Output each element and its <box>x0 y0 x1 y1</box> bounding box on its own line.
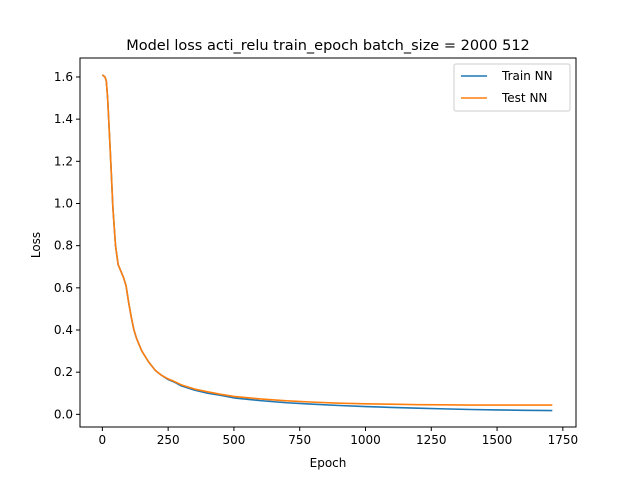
y-tick-label: 0.8 <box>54 239 73 253</box>
x-tick-label: 250 <box>157 433 180 447</box>
x-tick-label: 1750 <box>548 433 579 447</box>
legend-label: Test NN <box>501 91 547 105</box>
legend-label: Train NN <box>501 69 553 83</box>
axes-frame <box>79 57 577 428</box>
series-line-test-nn <box>101 74 553 406</box>
legend: Train NN Test NN <box>453 63 571 112</box>
x-tick-label: 500 <box>222 433 245 447</box>
x-tick-label: 0 <box>99 433 107 447</box>
x-axis-title: Epoch <box>310 456 347 470</box>
x-tick-label: 1250 <box>416 433 447 447</box>
y-tick-label: 1.2 <box>54 154 73 168</box>
axis-ticks: 0 250 500 750 1000 1250 1500 1750 0.0 0.2 0.4 0.6 0.… <box>54 70 578 447</box>
y-tick-label: 0.4 <box>54 323 73 337</box>
series-line-train-nn <box>101 74 553 412</box>
chart-title: Model loss acti_relu train_epoch batch_s… <box>126 38 530 54</box>
y-tick-label: 0.0 <box>54 407 73 421</box>
x-tick-label: 1000 <box>350 433 381 447</box>
y-axis-title: Loss <box>29 232 43 258</box>
y-tick-label: 1.4 <box>54 112 73 126</box>
y-tick-label: 0.6 <box>54 281 73 295</box>
y-tick-label: 0.2 <box>54 365 73 379</box>
y-tick-label: 1.0 <box>54 196 73 210</box>
x-tick-label: 1500 <box>482 433 513 447</box>
y-tick-label: 1.6 <box>54 70 73 84</box>
x-tick-label: 750 <box>288 433 311 447</box>
plot-area <box>101 74 553 412</box>
